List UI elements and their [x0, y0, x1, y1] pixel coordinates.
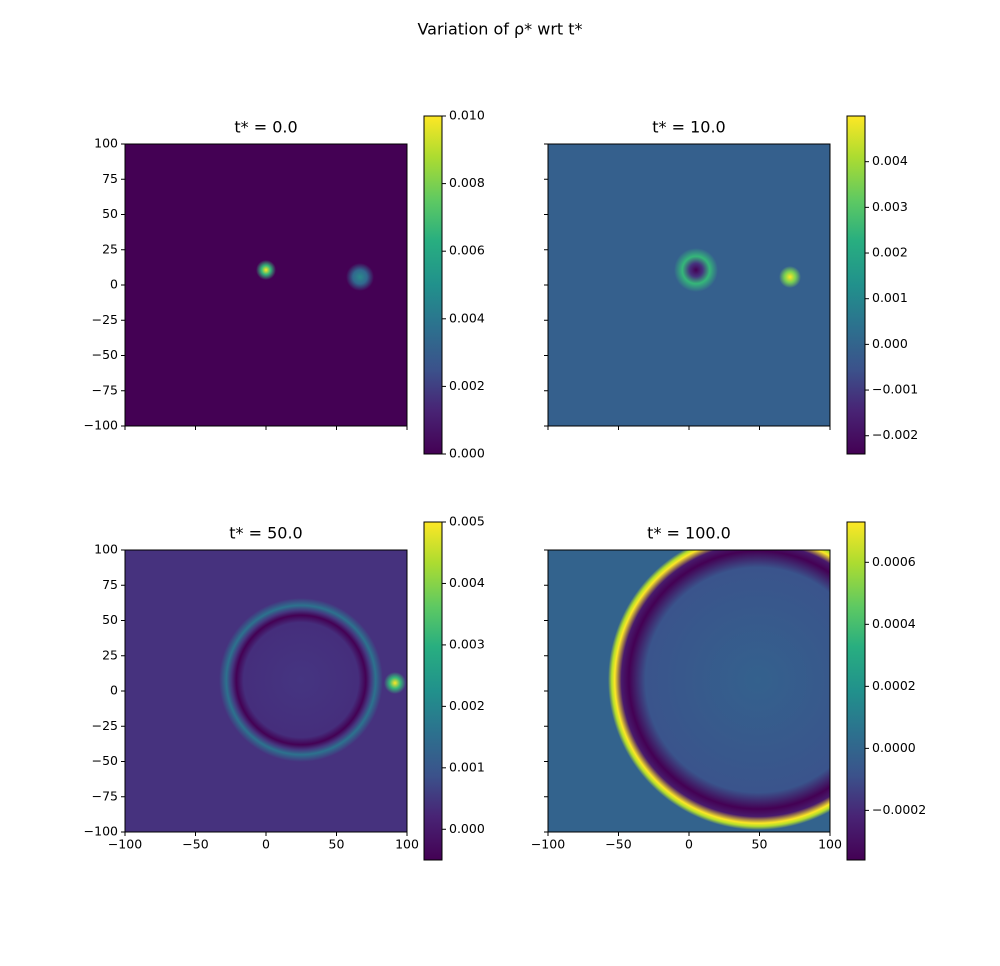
heatmap-image	[125, 550, 407, 832]
y-tick-label: −25	[92, 718, 118, 733]
x-tick-label: 0	[262, 837, 270, 852]
y-tick-label: −75	[92, 788, 118, 803]
colorbar	[423, 521, 443, 861]
colorbar-tick-label: 0.001	[449, 759, 485, 774]
colorbar	[846, 521, 866, 861]
colorbar-tick-label: 0.005	[449, 514, 485, 529]
subplot-title: t* = 50.0	[229, 524, 302, 543]
x-tick-label: −100	[531, 837, 565, 852]
colorbar-tick-label: 0.0002	[872, 678, 916, 693]
subplot-title: t* = 100.0	[647, 524, 731, 543]
colorbar-tick-label: −0.002	[872, 427, 918, 442]
colorbar-tick-label: 0.006	[449, 243, 485, 258]
x-tick-label: −50	[605, 837, 631, 852]
heatmap-ring	[219, 598, 383, 762]
colorbar-tick-label: 0.003	[872, 199, 908, 214]
y-tick-label: 25	[102, 647, 118, 662]
colorbar-tick-label: 0.008	[449, 175, 485, 190]
colorbar-tick-label: 0.000	[449, 821, 485, 836]
y-tick-label: 50	[102, 206, 118, 221]
figure-title: Variation of ρ* wrt t*	[417, 20, 582, 39]
x-tick-label: 0	[685, 837, 693, 852]
heatmap-blob	[346, 263, 374, 291]
y-tick-label: 0	[110, 683, 118, 698]
colorbar-tick-label: 0.0000	[872, 740, 916, 755]
y-tick-label: −50	[92, 753, 118, 768]
x-tick-label: 50	[752, 837, 768, 852]
colorbar-tick-label: 0.000	[872, 336, 908, 351]
colorbar-tick-label: −0.0002	[872, 802, 926, 817]
x-tick-label: 50	[329, 837, 345, 852]
colorbar-tick-label: 0.010	[449, 108, 485, 123]
colorbar-tick-label: 0.004	[449, 310, 485, 325]
y-tick-label: 75	[102, 171, 118, 186]
heatmap-image	[125, 144, 407, 426]
x-tick-label: −100	[108, 837, 142, 852]
heatmap-blob	[256, 260, 276, 280]
colorbar-tick-label: 0.004	[449, 575, 485, 590]
colorbar-tick-label: 0.0004	[872, 616, 916, 631]
x-tick-label: 100	[818, 837, 842, 852]
heatmap-ring	[608, 550, 830, 830]
colorbar-tick-label: 0.0006	[872, 554, 916, 569]
colorbar-tick-label: 0.004	[872, 153, 908, 168]
heatmap-ring	[674, 248, 718, 292]
heatmap-blob	[779, 266, 801, 288]
colorbar-tick-label: 0.003	[449, 636, 485, 651]
y-tick-label: −25	[92, 312, 118, 327]
colorbar-tick-label: 0.002	[449, 378, 485, 393]
y-tick-label: −100	[84, 824, 118, 839]
heatmap-image	[548, 550, 830, 832]
colorbar-tick-label: 0.002	[872, 245, 908, 260]
x-tick-label: 100	[395, 837, 419, 852]
colorbar-tick-label: −0.001	[872, 382, 918, 397]
colorbar-tick-label: 0.002	[449, 698, 485, 713]
colorbar-tick-label: 0.001	[872, 290, 908, 305]
heatmap-image	[548, 144, 830, 426]
subplot-title: t* = 10.0	[652, 118, 725, 137]
y-tick-label: 100	[94, 136, 118, 151]
subplot-title: t* = 0.0	[234, 118, 297, 137]
y-tick-label: 100	[94, 542, 118, 557]
y-tick-label: 0	[110, 277, 118, 292]
y-tick-label: 75	[102, 577, 118, 592]
colorbar	[846, 115, 866, 455]
y-tick-label: −50	[92, 347, 118, 362]
colorbar-tick-label: 0.000	[449, 446, 485, 461]
y-tick-label: −100	[84, 418, 118, 433]
y-tick-label: −75	[92, 382, 118, 397]
colorbar	[423, 115, 443, 455]
heatmap-blob	[384, 672, 406, 694]
y-tick-label: 50	[102, 612, 118, 627]
y-tick-label: 25	[102, 241, 118, 256]
x-tick-label: −50	[182, 837, 208, 852]
